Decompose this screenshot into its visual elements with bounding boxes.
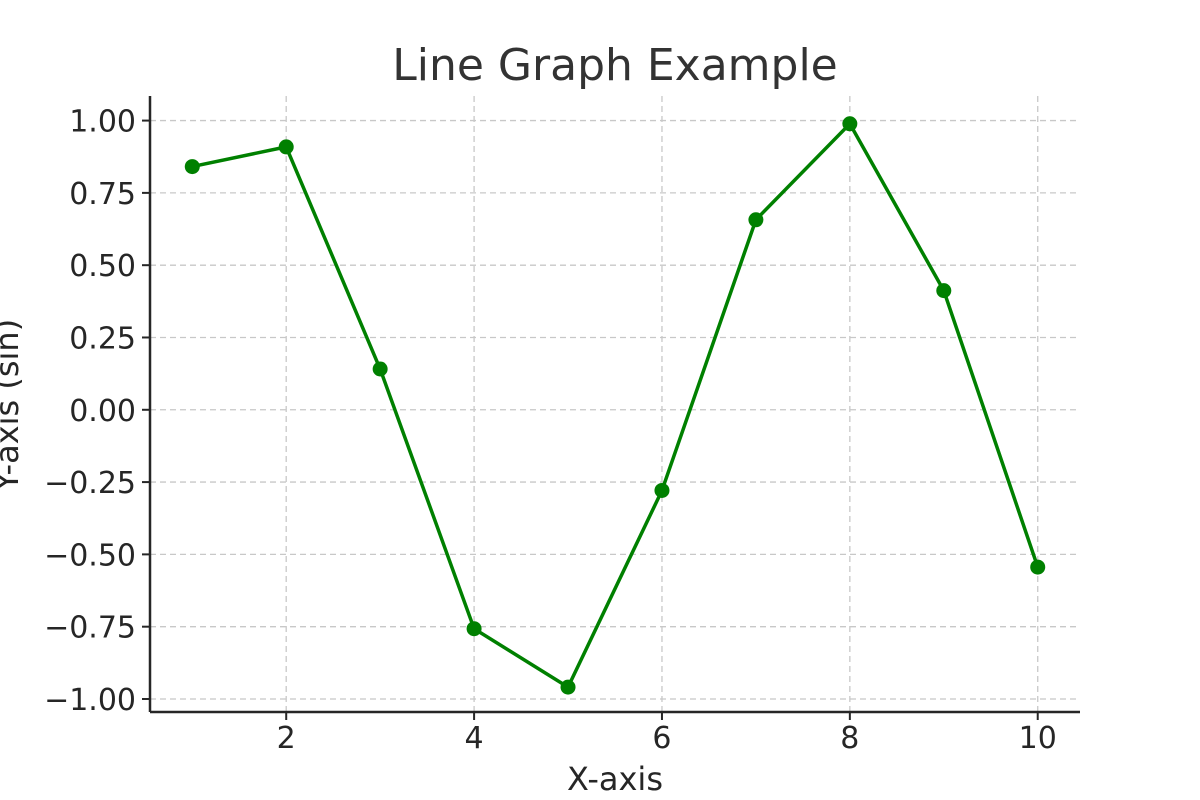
data-point bbox=[748, 212, 764, 228]
data-point bbox=[278, 139, 294, 155]
axes-spines bbox=[148, 96, 1080, 714]
x-tick-label: 6 bbox=[652, 721, 671, 756]
x-axis-label: X-axis bbox=[567, 760, 663, 798]
data-point bbox=[654, 482, 670, 498]
y-tick-label: 0.75 bbox=[69, 177, 136, 212]
x-axis-ticks: 2 4 6 8 10 bbox=[277, 712, 1057, 756]
y-tick-label: 1.00 bbox=[69, 105, 136, 140]
y-tick-label: 0.00 bbox=[69, 394, 136, 429]
data-point bbox=[184, 159, 200, 175]
y-axis-label: Y-axis (sin) bbox=[0, 319, 26, 492]
y-tick-label: −1.00 bbox=[44, 683, 136, 718]
data-point bbox=[1030, 559, 1046, 575]
x-tick-label: 4 bbox=[465, 721, 484, 756]
x-tick-label: 2 bbox=[277, 721, 296, 756]
y-tick-label: −0.75 bbox=[44, 611, 136, 646]
chart-title: Line Graph Example bbox=[392, 40, 838, 91]
y-tick-label: 0.50 bbox=[69, 249, 136, 284]
x-tick-label: 10 bbox=[1019, 721, 1057, 756]
data-point bbox=[842, 116, 858, 132]
y-tick-label: −0.25 bbox=[44, 466, 136, 501]
data-point bbox=[466, 621, 482, 637]
series-group bbox=[184, 116, 1046, 695]
grid bbox=[150, 96, 1080, 712]
series-line bbox=[191, 122, 1040, 689]
data-point bbox=[560, 679, 576, 695]
y-tick-label: −0.50 bbox=[44, 538, 136, 573]
data-point bbox=[936, 283, 952, 299]
x-tick-label: 8 bbox=[840, 721, 859, 756]
y-tick-label: 0.25 bbox=[69, 321, 136, 356]
y-axis-ticks: −1.00 −0.75 −0.50 −0.25 0.00 0.25 0.50 0.75 1.00 bbox=[44, 105, 150, 718]
data-point bbox=[372, 361, 388, 377]
